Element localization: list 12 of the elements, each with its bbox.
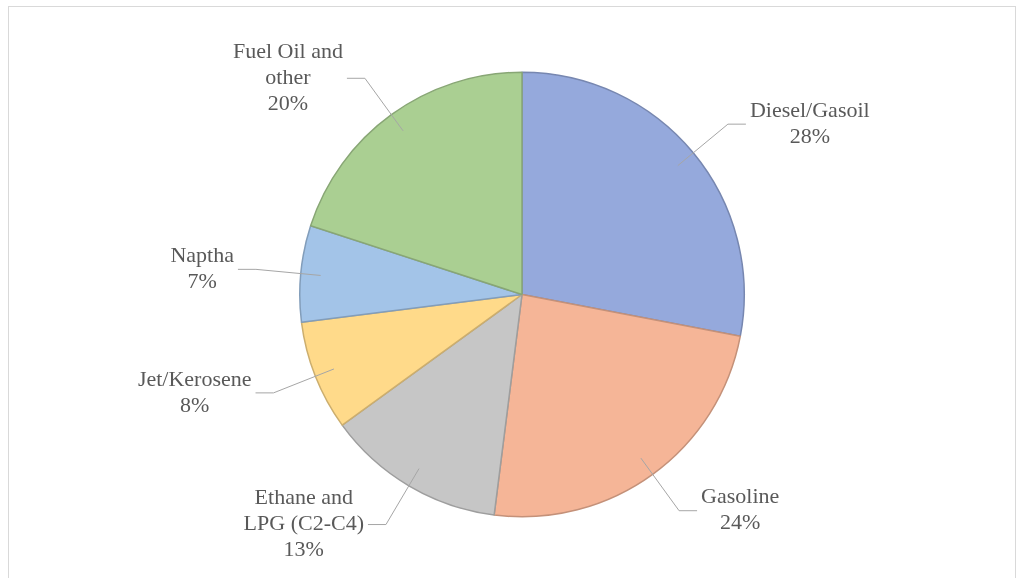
- slice-label: Gasoline: [701, 483, 780, 509]
- data-label: 24%: [720, 509, 761, 535]
- slice-label: Ethane and LPG (C2-C4): [243, 484, 364, 536]
- slice-label: Jet/Kerosene: [137, 365, 252, 391]
- data-label: 20%: [267, 90, 309, 116]
- data-label: 8%: [180, 391, 210, 417]
- slice-label: Naptha: [170, 242, 235, 268]
- data-label: 7%: [187, 268, 217, 294]
- data-label: 28%: [789, 122, 830, 148]
- data-label: 13%: [283, 536, 324, 562]
- slice-label: Fuel Oil and other: [232, 38, 343, 90]
- slice-label: Diesel/Gasoil: [749, 96, 870, 122]
